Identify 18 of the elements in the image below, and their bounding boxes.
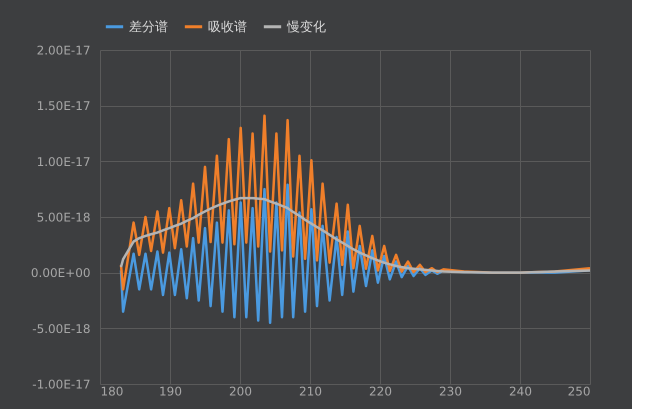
x-tick-label: 250 [568,384,590,398]
x-tick-label: 180 [100,384,124,398]
legend-label: 慢变化 [286,20,326,35]
legend-label: 差分谱 [129,20,168,35]
y-tick-label: 2.00E-17 [36,44,90,58]
y-tick-label: 5.00E-18 [36,210,90,224]
y-tick-label: -5.00E-18 [32,322,90,336]
x-tick-label: 230 [439,384,462,398]
y-tick-label: 1.50E-17 [36,99,90,114]
legend-label: 吸收谱 [208,20,247,35]
x-tick-label: 240 [509,384,532,398]
x-tick-label: 210 [299,384,322,398]
x-tick-label: 190 [159,384,182,398]
y-tick-label: 1.00E-17 [36,154,90,169]
x-tick-label: 220 [369,384,392,398]
y-tick-label: 0.00E+00 [30,266,90,280]
y-tick-label: -1.00E-17 [32,378,90,392]
x-tick-label: 200 [229,384,252,398]
